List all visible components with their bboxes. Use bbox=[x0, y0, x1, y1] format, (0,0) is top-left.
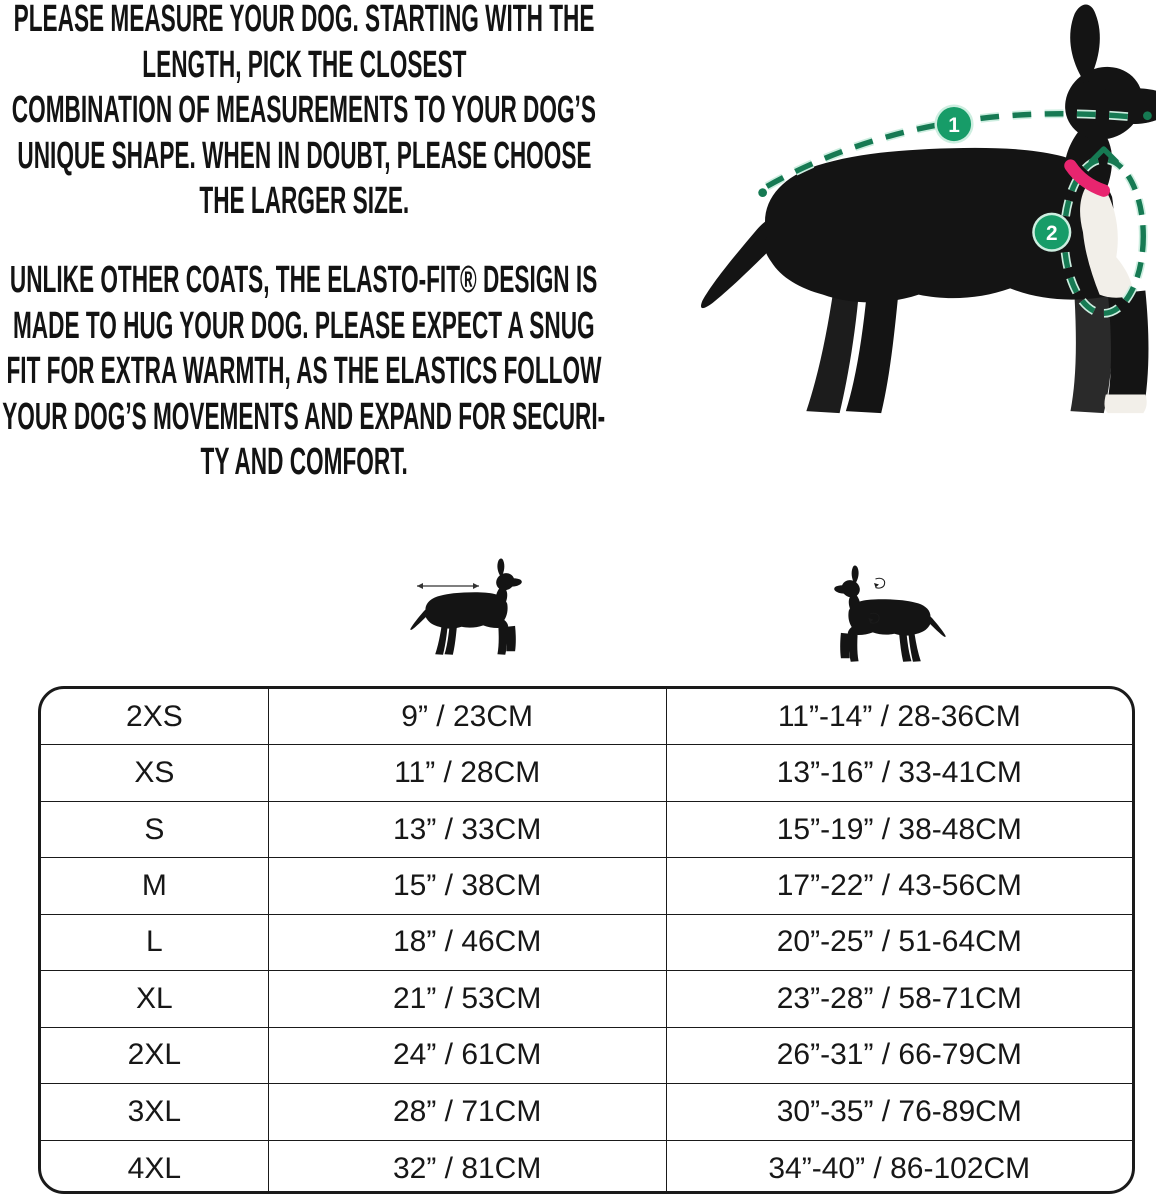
svg-text:1: 1 bbox=[948, 114, 960, 137]
svg-text:2: 2 bbox=[1046, 222, 1058, 245]
